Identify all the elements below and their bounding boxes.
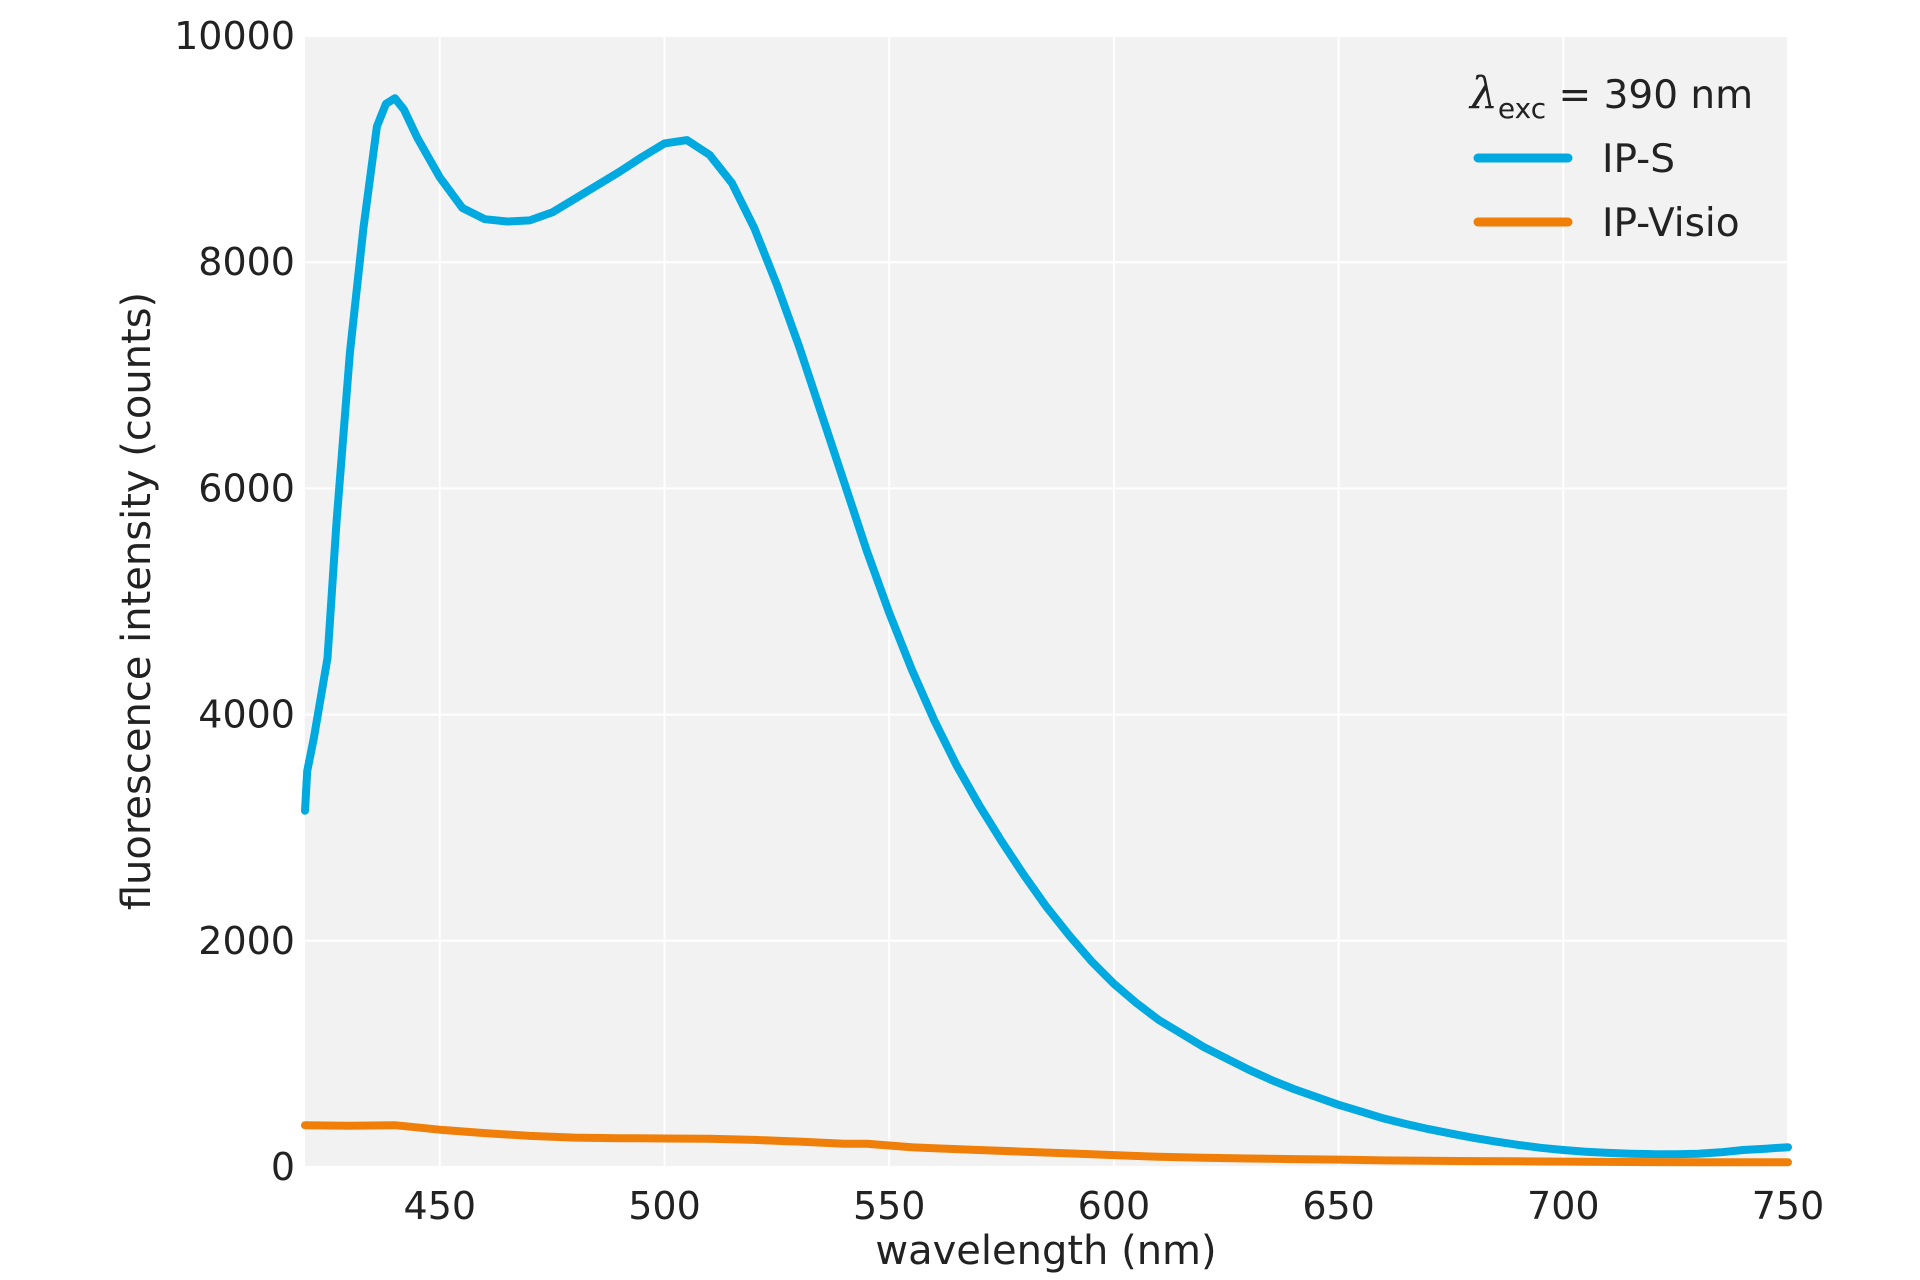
y-tick-label: 0 xyxy=(271,1145,295,1189)
x-axis-label: wavelength (nm) xyxy=(875,1228,1216,1274)
x-tick-label: 550 xyxy=(853,1184,926,1228)
plot-background xyxy=(305,36,1788,1167)
y-tick-label: 6000 xyxy=(198,466,295,510)
y-tick-label: 8000 xyxy=(198,240,295,284)
legend-title-symbol: λ xyxy=(1468,68,1498,119)
y-axis-label: fluorescence intensity (counts) xyxy=(114,292,160,910)
legend-label-ip-visio: IP-Visio xyxy=(1602,201,1740,246)
y-tick-label: 2000 xyxy=(198,919,295,963)
x-tick-label: 700 xyxy=(1527,1184,1600,1228)
legend-title-value: = 390 nm xyxy=(1546,73,1753,118)
x-tick-label: 500 xyxy=(628,1184,701,1228)
x-tick-label: 650 xyxy=(1302,1184,1375,1228)
y-tick-label: 10000 xyxy=(174,14,295,58)
legend-label-ip-s: IP-S xyxy=(1602,137,1675,182)
y-tick-label: 4000 xyxy=(198,693,295,737)
x-tick-label: 600 xyxy=(1078,1184,1151,1228)
x-tick-label: 450 xyxy=(404,1184,477,1228)
legend-title-subscript: exc xyxy=(1498,92,1546,125)
x-tick-label: 750 xyxy=(1752,1184,1825,1228)
